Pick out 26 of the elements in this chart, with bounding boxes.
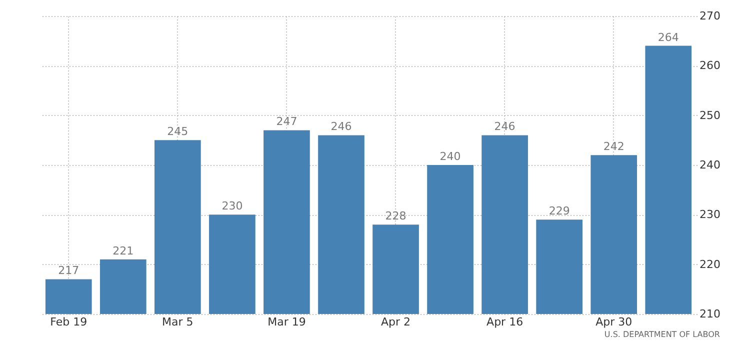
data-label: 230 — [222, 200, 243, 213]
data-label: 229 — [548, 204, 570, 218]
y-tick-label: 220 — [700, 258, 720, 271]
x-tick-label: Mar 19 — [268, 316, 306, 328]
data-label: 264 — [658, 30, 679, 44]
data-label: 245 — [167, 125, 188, 138]
x-tick-label: Apr 2 — [380, 316, 411, 328]
y-tick-label: 230 — [700, 208, 720, 222]
data-label: 217 — [58, 264, 80, 278]
data-label: 221 — [112, 244, 134, 258]
y-tick-label: 210 — [700, 308, 720, 320]
data-label: 228 — [385, 210, 406, 223]
y-tick-label: 240 — [700, 158, 720, 172]
y-tick-label: 270 — [700, 10, 720, 22]
data-label: 246 — [494, 120, 516, 134]
y-tick-label: 250 — [700, 108, 720, 122]
data-label: 242 — [603, 140, 624, 154]
x-tick-label: Mar 5 — [162, 316, 194, 328]
text: U.S. DEPARTMENT OF LABOR — [604, 330, 720, 339]
data-label: 246 — [330, 120, 352, 134]
x-tick-label: Feb 19 — [50, 316, 88, 328]
data-label: 240 — [440, 150, 461, 163]
x-tick-label: Apr 16 — [486, 316, 524, 328]
y-tick-label: 260 — [700, 59, 720, 72]
x-tick-label: Apr 30 — [596, 316, 632, 328]
data-label: 247 — [276, 115, 298, 128]
